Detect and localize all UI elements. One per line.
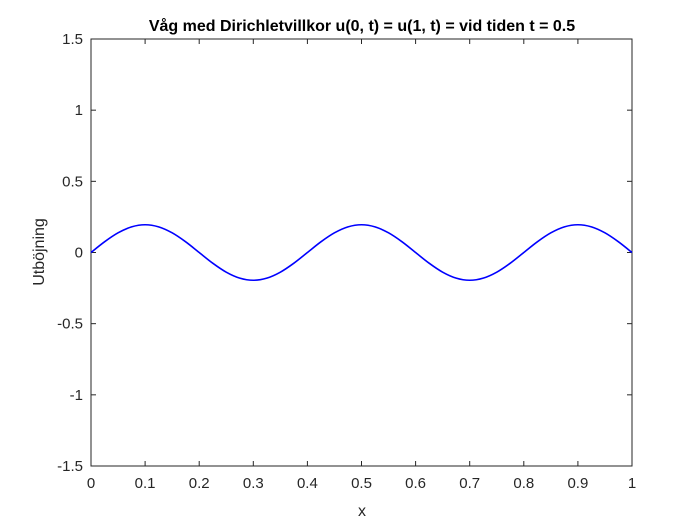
x-tick-label: 0.4 bbox=[297, 475, 318, 492]
y-axis-label: Utböjning bbox=[31, 218, 48, 286]
x-tick-label: 0.7 bbox=[459, 475, 480, 492]
x-tick-label: 0.1 bbox=[135, 475, 156, 492]
x-tick-label: 0.9 bbox=[567, 475, 588, 492]
x-tick-label: 0.3 bbox=[243, 475, 264, 492]
y-axis: -1.5 -1 -0.5 0 0.5 1 1.5 bbox=[57, 31, 632, 475]
x-axis-label: x bbox=[358, 503, 366, 520]
y-tick-label: 1 bbox=[75, 102, 83, 119]
chart-title: Våg med Dirichletvillkor u(0, t) = u(1, … bbox=[149, 17, 575, 35]
x-axis: 0 0.1 0.2 0.3 0.4 0.5 0.6 0.7 0.8 0.9 1 bbox=[87, 39, 636, 492]
y-tick-label: 0.5 bbox=[62, 173, 83, 190]
y-tick-label: -0.5 bbox=[57, 316, 83, 333]
x-tick-label: 0.6 bbox=[405, 475, 426, 492]
series-layer bbox=[90, 223, 633, 282]
x-tick-label: 0.5 bbox=[351, 475, 372, 492]
y-tick-label: -1 bbox=[70, 387, 83, 404]
x-tick-label: 0 bbox=[87, 475, 95, 492]
x-tick-label: 1 bbox=[628, 475, 636, 492]
x-tick-label: 0.2 bbox=[189, 475, 210, 492]
y-tick-label: 0 bbox=[75, 245, 83, 262]
x-tick-label: 0.8 bbox=[513, 475, 534, 492]
series-line-0 bbox=[90, 223, 633, 282]
plot-area bbox=[90, 38, 633, 467]
y-tick-label: 1.5 bbox=[62, 31, 83, 48]
y-tick-label: -1.5 bbox=[57, 458, 83, 475]
